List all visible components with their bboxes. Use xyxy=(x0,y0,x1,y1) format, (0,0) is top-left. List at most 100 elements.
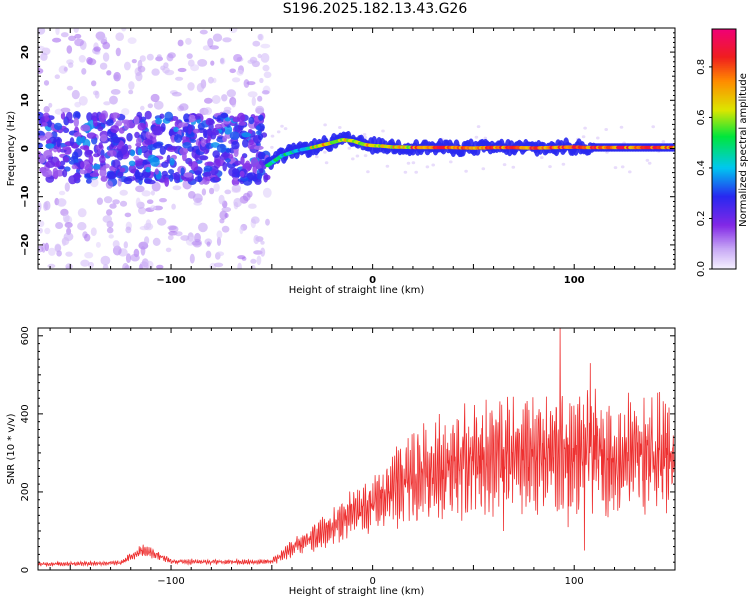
heatmap-cell xyxy=(168,145,178,150)
heatmap-cell xyxy=(315,155,319,159)
colorbar-segment xyxy=(712,179,736,182)
heatmap-cell xyxy=(100,134,108,142)
colorbar-segment xyxy=(712,235,736,238)
heatmap-cell xyxy=(265,218,270,226)
heatmap-cell xyxy=(44,227,51,235)
heatmap-cell xyxy=(180,167,185,176)
heatmap-cell xyxy=(99,62,108,70)
heatmap-cell xyxy=(260,43,271,49)
heatmap-cell xyxy=(146,199,154,204)
heatmap-cell xyxy=(351,157,355,161)
colorbar-segment xyxy=(712,213,736,216)
heatmap-cell xyxy=(647,161,652,165)
heatmap-plot xyxy=(37,27,676,270)
heatmap-cell xyxy=(44,115,49,123)
heatmap-cell xyxy=(366,170,370,174)
colorbar-segment xyxy=(712,231,736,234)
colorbar-segment xyxy=(712,63,736,66)
colorbar-segment xyxy=(712,199,736,202)
colorbar-segment xyxy=(712,229,736,232)
colorbar-segment xyxy=(712,221,736,224)
heatmap-cell xyxy=(241,132,251,138)
colorbar-segment xyxy=(712,169,736,172)
heatmap-cell xyxy=(55,28,60,36)
heatmap-cell xyxy=(206,241,211,247)
colorbar-segment xyxy=(712,255,736,258)
heatmap-cell xyxy=(204,97,213,104)
heatmap-cell xyxy=(257,172,263,180)
heatmap-cell xyxy=(214,176,221,182)
colorbar-segment xyxy=(712,29,736,32)
heatmap-cell xyxy=(225,158,231,163)
heatmap-cell xyxy=(248,203,257,209)
colorbar-tick-label: 0.4 xyxy=(696,160,707,176)
heatmap-cell xyxy=(231,188,241,193)
heatmap-cell xyxy=(483,136,488,140)
heatmap-cell xyxy=(123,121,130,130)
heatmap-cell xyxy=(41,242,46,253)
heatmap-cell xyxy=(411,161,416,165)
colorbar-segment xyxy=(712,161,736,164)
heatmap-cell xyxy=(151,181,161,192)
heatmap-cell xyxy=(651,125,655,129)
heatmap-cell xyxy=(144,110,152,120)
heatmap-cell xyxy=(86,178,92,184)
heatmap-cell xyxy=(464,169,468,173)
colorbar-segment xyxy=(712,97,736,100)
colorbar-segment xyxy=(712,75,736,78)
heatmap-cell xyxy=(233,197,242,208)
heatmap-cell xyxy=(144,236,150,245)
heatmap-cell xyxy=(38,68,44,74)
heatmap-cell xyxy=(88,261,94,269)
heatmap-cell xyxy=(128,89,134,95)
heatmap-cell xyxy=(338,126,342,129)
heatmap-cell xyxy=(169,157,175,166)
colorbar-segment xyxy=(712,225,736,228)
heatmap-cell xyxy=(100,255,111,266)
y-axis-label: SNR (10 * v/v) xyxy=(6,413,17,484)
colorbar-segment xyxy=(712,93,736,96)
heatmap-cell xyxy=(260,240,265,245)
colorbar-segment xyxy=(712,115,736,118)
heatmap-cell xyxy=(152,142,163,149)
heatmap-cell xyxy=(52,37,62,43)
colorbar-segment xyxy=(712,265,736,268)
colorbar-segment xyxy=(712,151,736,154)
heatmap-cell xyxy=(175,76,184,81)
heatmap-cell xyxy=(41,47,51,56)
snr-series-line xyxy=(38,328,675,568)
heatmap-cell xyxy=(103,196,113,204)
heatmap-cell xyxy=(166,53,174,62)
heatmap-cell xyxy=(224,189,232,195)
heatmap-cell xyxy=(54,74,60,79)
heatmap-cell xyxy=(62,169,68,178)
colorbar-segment xyxy=(712,103,736,106)
heatmap-cell xyxy=(154,168,159,175)
heatmap-cell xyxy=(208,123,214,131)
heatmap-cell xyxy=(130,253,140,262)
heatmap-cell xyxy=(257,95,263,102)
colorbar-segment xyxy=(712,245,736,248)
heatmap-cell xyxy=(208,120,215,125)
heatmap-cell xyxy=(135,197,141,208)
colorbar-segment xyxy=(712,209,736,212)
heatmap-cell xyxy=(195,115,201,120)
heatmap-cell xyxy=(219,218,225,224)
heatmap-cell xyxy=(234,125,241,133)
heatmap-cell xyxy=(143,222,154,231)
colorbar-tick-label: 0.2 xyxy=(696,211,707,227)
heatmap-cell xyxy=(363,154,368,158)
colorbar-segment xyxy=(712,159,736,162)
colorbar-segment xyxy=(712,39,736,42)
heatmap-cell xyxy=(45,143,55,149)
colorbar-segment xyxy=(712,217,736,220)
x-tick-label: −100 xyxy=(156,275,185,286)
colorbar-segment xyxy=(712,77,736,80)
heatmap-cell xyxy=(211,129,219,136)
heatmap-cell xyxy=(363,136,368,139)
heatmap-cell xyxy=(130,149,136,157)
heatmap-cell xyxy=(190,64,200,72)
heatmap-cell xyxy=(72,111,81,120)
heatmap-cell xyxy=(222,161,227,172)
heatmap-cell xyxy=(56,250,62,257)
